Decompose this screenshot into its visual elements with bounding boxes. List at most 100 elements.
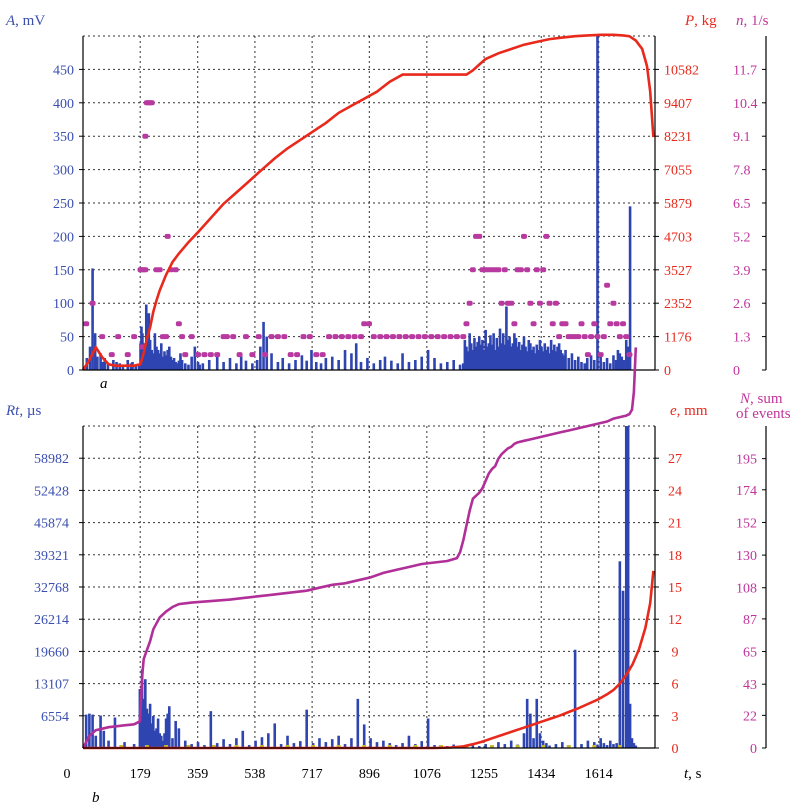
panel-b-x-tick-label: 1076 xyxy=(413,767,441,782)
panel-a-bar xyxy=(156,349,160,370)
panel-a-rate-marker xyxy=(536,300,543,306)
panel-a-rate-marker xyxy=(182,352,189,358)
panel-a-bar xyxy=(573,359,577,370)
panel-b-bar xyxy=(484,744,487,748)
panel-a-bar xyxy=(244,360,248,370)
panel-a-rate-marker xyxy=(142,133,149,139)
panel-a-bar xyxy=(577,356,580,370)
panel-a-bar xyxy=(96,356,99,370)
panel-a: A, mV P, kg n, 1/s 0 50 100 150 200 250 300 350… xyxy=(5,13,769,392)
panel-b-bar xyxy=(158,733,161,748)
panel-a-bar xyxy=(628,206,632,370)
panel-a-rate-marker xyxy=(501,267,508,273)
panel-a-bar xyxy=(546,346,550,370)
panel-a-rate-marker xyxy=(179,334,186,340)
panel-b-bar xyxy=(605,745,609,748)
panel-b-bar xyxy=(140,669,144,748)
panel-a-bar xyxy=(179,353,182,370)
panel-b-x-tick-label: 896 xyxy=(359,767,380,782)
panel-a-right-tick-label: 6.5 xyxy=(733,197,751,212)
panel-b-bars xyxy=(84,426,638,748)
panel-b-baseline-mark xyxy=(362,745,367,748)
panel-b-right-tick-label: 87 xyxy=(743,613,757,628)
panel-a-bar xyxy=(612,355,615,370)
panel-b-bar xyxy=(343,744,347,748)
panel-a-rate-marker xyxy=(460,334,467,340)
panel-a-bar xyxy=(554,351,558,370)
panel-b-bar xyxy=(561,742,564,748)
panel-b-left-tick-label: 58982 xyxy=(34,452,69,467)
panel-b-bar xyxy=(618,561,622,748)
panel-a-bar xyxy=(589,355,593,370)
panel-a-right-axis-unit: , 1/s xyxy=(744,13,769,29)
panel-b-bar xyxy=(132,744,136,748)
panel-a-rate-marker xyxy=(156,267,163,273)
panel-b: Rt, µs e, mm N, sum of events 6554 13107 1… xyxy=(5,347,791,806)
panel-b-bar xyxy=(596,744,599,748)
panel-b-bar xyxy=(632,743,636,748)
panel-a-bar xyxy=(469,343,473,370)
panel-a-bar xyxy=(561,353,564,370)
panel-a-rate-marker xyxy=(434,334,441,340)
panel-a-bar xyxy=(439,363,443,370)
panel-b-bar xyxy=(532,738,535,748)
panel-a-rate-marker xyxy=(332,334,339,340)
panel-a-mid-tick-label: 10582 xyxy=(664,63,699,78)
panel-a-mid-tick-label: 9407 xyxy=(664,97,692,112)
panel-a-rate-marker xyxy=(83,321,90,327)
panel-a-bar xyxy=(476,341,479,370)
panel-a-bar xyxy=(228,357,232,370)
panel-b-mid-tick-label: 18 xyxy=(668,549,682,564)
panel-b-baseline-mark xyxy=(566,745,571,748)
panel-a-bar xyxy=(287,363,291,370)
panel-a-bar xyxy=(527,339,531,370)
panel-a-rate-marker xyxy=(188,334,195,340)
panel-a-rate-marker xyxy=(591,321,598,327)
panel-b-bar xyxy=(586,740,590,748)
panel-a-bar xyxy=(401,353,404,370)
panel-a-bar xyxy=(366,357,369,370)
panel-a-left-tick-label: 450 xyxy=(53,63,74,78)
panel-b-bar xyxy=(156,718,160,748)
panel-b-bar xyxy=(163,733,166,748)
panel-a-bar xyxy=(330,356,334,370)
panel-a-bar xyxy=(426,349,430,370)
panel-b-bar xyxy=(241,730,245,748)
panel-b-bar xyxy=(497,742,500,748)
panel-a-rate-marker xyxy=(358,334,365,340)
panel-b-bar xyxy=(509,740,513,748)
panel-b-bar xyxy=(529,713,532,748)
panel-a-bar xyxy=(207,359,211,370)
panel-a-bar xyxy=(251,363,254,370)
panel-b-mid-axis-title: e, mm xyxy=(670,403,708,419)
panel-a-bar xyxy=(174,361,177,370)
panel-a-bar xyxy=(498,328,502,370)
panel-a-bar xyxy=(383,356,387,370)
panel-a-rate-marker xyxy=(556,334,563,340)
panel-a-right-tick-label: 1.3 xyxy=(733,331,751,346)
panel-a-bar xyxy=(618,353,622,370)
panel-a-bar xyxy=(222,361,225,370)
panel-b-right-tick-label: 108 xyxy=(736,582,757,597)
panel-b-bar xyxy=(548,745,551,748)
panel-a-left-tick-label: 200 xyxy=(53,230,74,245)
panel-a-bar xyxy=(596,36,599,370)
panel-a-rate-marker xyxy=(402,334,409,340)
panel-a-rate-marker xyxy=(466,300,473,306)
panel-a-bar xyxy=(305,360,308,370)
panel-a-right-tick-label: 11.7 xyxy=(733,63,757,78)
panel-a-rate-marker xyxy=(366,321,372,327)
panel-a-rate-marker xyxy=(581,334,588,340)
panel-a-rate-marker xyxy=(274,334,281,340)
panel-a-rate-marker xyxy=(268,334,275,340)
panel-b-bar xyxy=(420,741,424,748)
panel-a-bar xyxy=(517,341,521,370)
panel-b-grid xyxy=(83,425,656,748)
panel-a-bar xyxy=(101,361,105,370)
panel-a-rate-marker xyxy=(540,267,547,273)
panel-b-x-tick-label: 717 xyxy=(302,767,323,782)
panel-a-bar xyxy=(452,359,455,370)
panel-a-mid-tick-label: 2352 xyxy=(664,297,692,312)
panel-b-bar xyxy=(166,713,169,748)
panel-a-bar xyxy=(533,353,537,370)
